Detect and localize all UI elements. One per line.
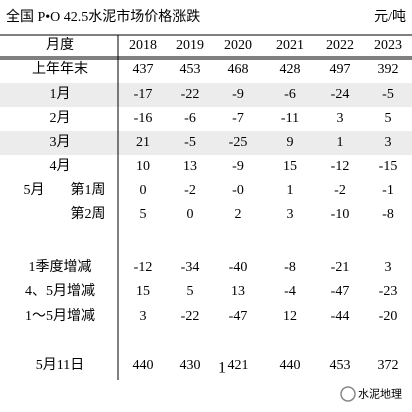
cell: -40 [229,260,248,275]
unit: 元/吨 [374,9,406,25]
cell: -5 [382,87,394,102]
cell: -23 [379,284,398,299]
row-label: 5月11日 [36,357,84,373]
cell: 453 [180,62,201,77]
cell: 9 [287,135,294,150]
cell: -17 [134,87,153,102]
cell: -24 [331,87,350,102]
cell: 1 [337,135,344,150]
cell: -8 [284,260,296,275]
cell: -7 [232,111,244,126]
row-sublabel: 第1周 [71,181,106,198]
cell: 421 [228,358,249,373]
cell: 5 [385,111,392,126]
cell: 468 [228,62,249,77]
cell: -21 [331,260,350,275]
watermark: 水泥地理 [340,386,402,402]
cell: 392 [378,62,399,77]
cell: 0 [140,183,147,198]
cell: -4 [284,284,296,299]
row-shade [0,83,412,107]
row-label: 1季度增减 [29,259,92,275]
cell: -44 [331,309,350,324]
cell: 430 [180,358,201,373]
cell: 10 [136,159,150,174]
cell: -22 [181,87,200,102]
cell: -6 [184,111,196,126]
cell: -9 [232,159,244,174]
stray-mark: 1 [218,360,226,377]
cell: -12 [134,260,153,275]
cell: 5 [187,284,194,299]
row-label: 4月 [50,158,71,174]
cell: 3 [287,207,294,222]
cell: 13 [231,284,245,299]
cell: -25 [229,135,248,150]
row-label: 3月 [50,134,71,150]
row-label: 2月 [50,110,71,126]
cell: -5 [184,135,196,150]
cell: -8 [382,207,394,222]
cell: 15 [136,284,150,299]
cell: -9 [232,87,244,102]
cell: -2 [184,183,196,198]
row-label: 4、5月增减 [25,283,95,299]
cell: 3 [385,135,392,150]
row-sublabel: 第2周 [71,205,106,222]
cell: -15 [379,159,398,174]
cell: -22 [181,309,200,324]
row-label: 上年年末 [32,61,88,77]
column-header: 2023 [374,38,402,53]
cell: 428 [280,62,301,77]
cell: 15 [283,159,297,174]
row-label: 1月 [50,86,71,102]
cell: 1 [287,183,294,198]
column-header: 2021 [276,38,304,53]
cell: -10 [331,207,350,222]
column-header: 月度 [46,37,74,53]
cell: 437 [133,62,154,77]
cell: 440 [280,358,301,373]
cell: 453 [330,358,351,373]
cell: 3 [140,309,147,324]
column-header: 2022 [326,38,354,53]
column-header: 2019 [176,38,204,53]
cell: 21 [136,135,150,150]
column-header: 2018 [129,38,157,53]
cell: -16 [134,111,153,126]
cell: -20 [379,309,398,324]
cell: 497 [330,62,351,77]
cell: -2 [334,183,346,198]
row-label: 5月 [24,182,45,198]
cell: 440 [133,358,154,373]
cell: 372 [378,358,399,373]
cell: -0 [232,183,244,198]
cell: 3 [385,260,392,275]
cell: -6 [284,87,296,102]
cell: -47 [229,309,248,324]
watermark-icon [340,386,356,402]
cell: -47 [331,284,350,299]
cell: -34 [181,260,200,275]
cell: -1 [382,183,394,198]
row-shade [0,131,412,155]
watermark-text: 水泥地理 [358,388,402,401]
cell: -12 [331,159,350,174]
cell: 13 [183,159,197,174]
cell: 2 [235,207,242,222]
cell: 12 [283,309,297,324]
cell: -11 [281,111,299,126]
title: 全国 P•O 42.5水泥市场价格涨跌 [6,8,200,25]
column-header: 2020 [224,38,252,53]
row-label: 1～5月增减 [25,308,95,324]
cell: 3 [337,111,344,126]
cell: 0 [187,207,194,222]
cell: 5 [140,207,147,222]
